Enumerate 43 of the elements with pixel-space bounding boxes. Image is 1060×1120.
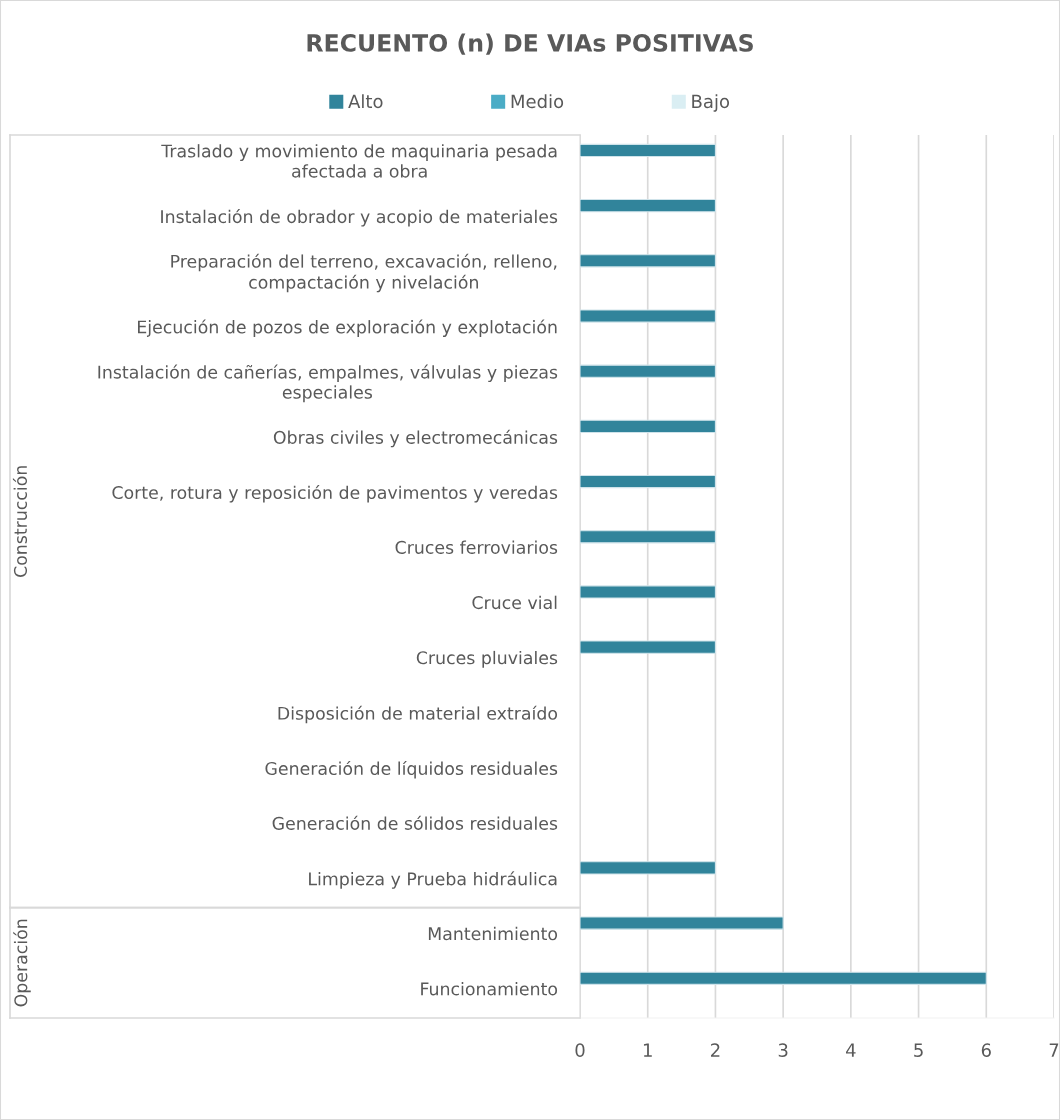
x-tick-label: 3 xyxy=(778,1043,788,1057)
y-tick-label: Traslado y movimiento de maquinaria pesada afectada a obra xyxy=(161,144,557,178)
y-tick-label: Disposición de material extraído xyxy=(278,705,558,724)
bar xyxy=(580,916,784,930)
bar xyxy=(580,199,716,213)
y-tick-label: Instalación de cañerías, empalmes, válvulas y piezas especiales xyxy=(98,364,558,403)
bar xyxy=(580,309,716,323)
bar xyxy=(580,419,716,434)
x-tick-label: 7 xyxy=(1049,1043,1059,1057)
bar xyxy=(580,474,716,489)
bar xyxy=(580,143,716,158)
bar xyxy=(580,861,716,875)
x-tick-label: 1 xyxy=(643,1043,652,1057)
x-tick-label: 4 xyxy=(846,1043,856,1057)
y-tick-label: Limpieza y Prueba hidráulica xyxy=(309,871,557,889)
y-tick-label: Corte, rotura y reposición de pavimentos y veredas xyxy=(112,484,558,503)
chart-title: RECUENTO (n) DE VIAs POSITIVAS xyxy=(307,33,753,55)
bar xyxy=(580,530,716,544)
text: Construcción xyxy=(12,466,28,577)
bar xyxy=(580,585,716,599)
legend-label: Bajo xyxy=(692,94,730,112)
x-tick-label: 2 xyxy=(711,1043,720,1057)
text: Operación xyxy=(13,919,31,1007)
y-tick-label: Instalación de obrador y acopio de materiales xyxy=(161,209,558,227)
y-tick-label: Generación de líquidos residuales xyxy=(265,760,558,779)
y-tick-label: Mantenimiento xyxy=(428,926,558,941)
x-tick-label: 6 xyxy=(981,1043,991,1057)
bar xyxy=(580,254,716,268)
bar xyxy=(580,364,716,378)
y-tick-label: Generación de sólidos residuales xyxy=(272,815,558,830)
y-tick-label: Funcionamiento xyxy=(421,982,558,996)
y-tick-label: Ejecución de pozos de exploración y explotación xyxy=(138,319,557,337)
y-tick-label: Cruce vial xyxy=(472,595,557,610)
x-tick-label: 0 xyxy=(575,1043,585,1057)
y-tick-label: Cruces pluviales xyxy=(416,650,558,668)
bar xyxy=(580,640,716,654)
legend-label: Alto xyxy=(348,94,383,109)
bar xyxy=(580,971,987,985)
legend-label: Medio xyxy=(511,94,564,109)
x-tick-label: 5 xyxy=(914,1043,923,1057)
y-tick-label: Obras civiles y electromecánicas xyxy=(273,429,558,448)
y-tick-label: Cruces ferroviarios xyxy=(395,540,558,554)
y-tick-label: Preparación del terreno, excavación, relleno, compactación y nivelación xyxy=(171,253,557,293)
